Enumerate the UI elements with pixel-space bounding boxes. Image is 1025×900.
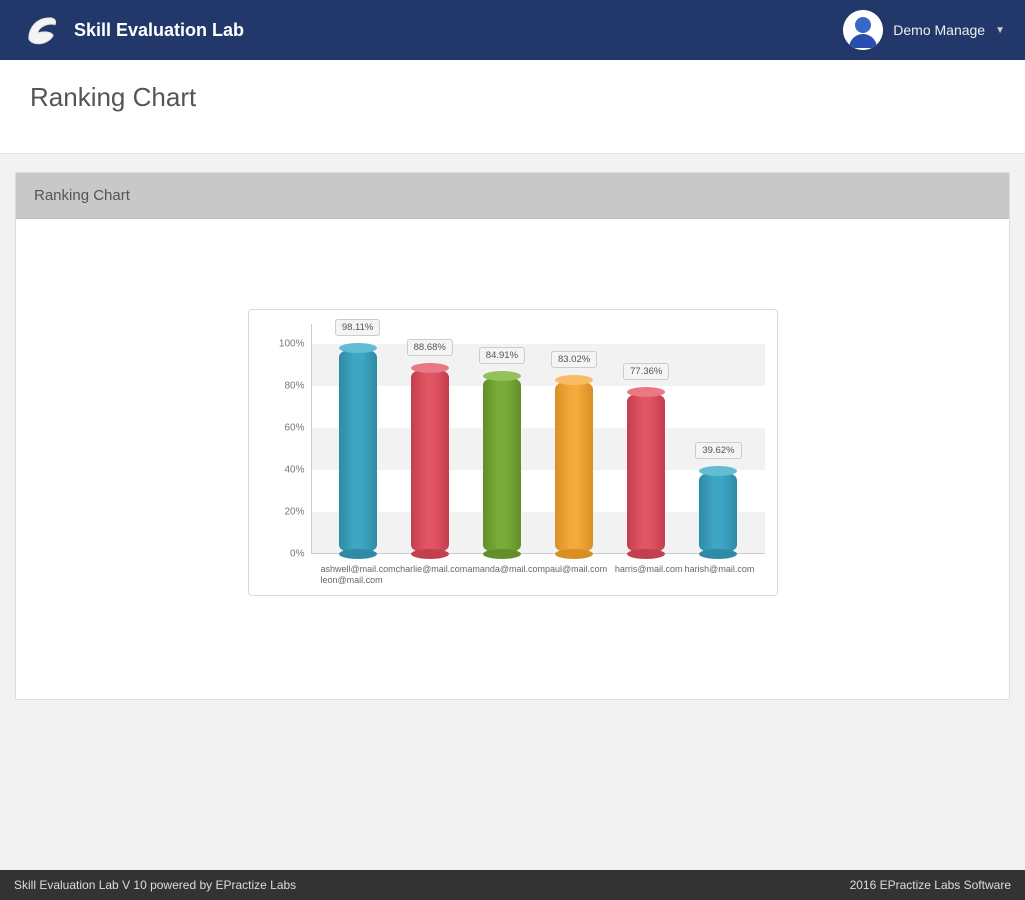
- chart-plot-area: 0%20%40%60%80%100% 98.11%88.68%84.91%83.…: [261, 324, 765, 554]
- brand-title: Skill Evaluation Lab: [74, 20, 244, 41]
- chart-bar[interactable]: 84.91%: [466, 376, 538, 554]
- chart-extra-x-label: leon@mail.com: [321, 574, 765, 585]
- chart-plot: 98.11%88.68%84.91%83.02%77.36%39.62%: [311, 324, 765, 554]
- chart-y-tick: 40%: [284, 465, 304, 476]
- chart-bar-cylinder: [411, 368, 449, 554]
- chart-x-label: charlie@mail.com: [396, 564, 468, 574]
- chart-x-label: paul@mail.com: [545, 564, 615, 574]
- panel-body: 0%20%40%60%80%100% 98.11%88.68%84.91%83.…: [16, 219, 1009, 699]
- chart-bar-cylinder: [627, 392, 665, 554]
- top-navbar: Skill Evaluation Lab Demo Manage ▼: [0, 0, 1025, 60]
- user-menu[interactable]: Demo Manage ▼: [843, 10, 1005, 50]
- cylinder-top-ellipse: [411, 363, 449, 373]
- cylinder-bottom-ellipse: [411, 549, 449, 559]
- brand-area[interactable]: Skill Evaluation Lab: [20, 9, 244, 51]
- chart-bar[interactable]: 88.68%: [394, 368, 466, 554]
- chart-x-labels: ashwell@mail.comcharlie@mail.comamanda@m…: [311, 554, 765, 574]
- cylinder-top-ellipse: [627, 387, 665, 397]
- chart-value-badge: 77.36%: [623, 363, 669, 380]
- cylinder-bottom-ellipse: [339, 549, 377, 559]
- chart-bar[interactable]: 83.02%: [538, 380, 610, 554]
- cylinder-top-ellipse: [555, 375, 593, 385]
- chart-bars-container: 98.11%88.68%84.91%83.02%77.36%39.62%: [312, 324, 765, 554]
- cylinder-bottom-ellipse: [483, 549, 521, 559]
- chart-y-axis: 0%20%40%60%80%100%: [261, 324, 311, 554]
- chart-y-tick: 20%: [284, 507, 304, 518]
- user-name-label: Demo Manage: [893, 22, 985, 38]
- chart-bar[interactable]: 39.62%: [682, 471, 754, 554]
- chart-x-label: amanda@mail.com: [467, 564, 545, 574]
- chart-x-label: harris@mail.com: [615, 564, 685, 574]
- chart-value-badge: 98.11%: [335, 319, 381, 336]
- chart-value-badge: 39.62%: [695, 442, 741, 459]
- chevron-down-icon: ▼: [995, 25, 1005, 36]
- page-title: Ranking Chart: [30, 82, 995, 113]
- chart-value-badge: 88.68%: [407, 339, 453, 356]
- chart-y-tick: 100%: [279, 339, 305, 350]
- cylinder-top-ellipse: [339, 343, 377, 353]
- content-wrap: Ranking Chart 0%20%40%60%80%100% 98.11%8…: [0, 154, 1025, 715]
- chart-y-tick: 0%: [290, 549, 304, 560]
- cylinder-bottom-ellipse: [627, 549, 665, 559]
- ranking-panel: Ranking Chart 0%20%40%60%80%100% 98.11%8…: [15, 172, 1010, 700]
- panel-header: Ranking Chart: [16, 173, 1009, 219]
- footer-left-text: Skill Evaluation Lab V 10 powered by EPr…: [14, 878, 296, 892]
- ranking-chart-card: 0%20%40%60%80%100% 98.11%88.68%84.91%83.…: [248, 309, 778, 596]
- chart-x-label: harish@mail.com: [685, 564, 755, 574]
- page-title-section: Ranking Chart: [0, 60, 1025, 154]
- brand-logo-icon: [20, 9, 62, 51]
- cylinder-bottom-ellipse: [555, 549, 593, 559]
- cylinder-top-ellipse: [483, 371, 521, 381]
- chart-bar-cylinder: [555, 380, 593, 554]
- chart-bar-cylinder: [483, 376, 521, 554]
- chart-y-tick: 80%: [284, 381, 304, 392]
- footer-bar: Skill Evaluation Lab V 10 powered by EPr…: [0, 870, 1025, 900]
- chart-y-tick: 60%: [284, 423, 304, 434]
- chart-bar-cylinder: [699, 471, 737, 554]
- chart-bar[interactable]: 77.36%: [610, 392, 682, 554]
- cylinder-top-ellipse: [699, 466, 737, 476]
- chart-bar-cylinder: [339, 348, 377, 554]
- chart-x-label: ashwell@mail.com: [321, 564, 396, 574]
- chart-value-badge: 83.02%: [551, 351, 597, 368]
- footer-right-text: 2016 EPractize Labs Software: [850, 878, 1011, 892]
- avatar-icon: [843, 10, 883, 50]
- chart-value-badge: 84.91%: [479, 347, 525, 364]
- chart-bar[interactable]: 98.11%: [322, 348, 394, 554]
